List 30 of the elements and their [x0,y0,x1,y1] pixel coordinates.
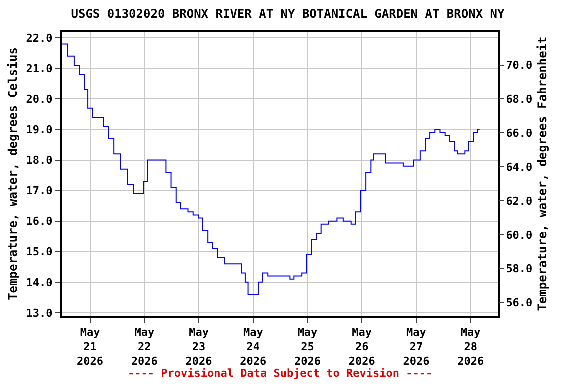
y-tick-label: 19.0 [26,124,53,137]
y-tick-label: 14.0 [26,276,53,290]
y-tick-label: 13.0 [26,306,53,320]
x-tick-label: May 26 2026 [348,326,376,368]
y2-tick-label: 58.0 [506,262,533,276]
y2-tick-label: 56.0 [506,296,533,310]
y-axis-title: Temperature, water, degrees Celsius [6,48,20,300]
y-tick-label: 16.0 [26,215,53,228]
x-tick-label: May 21 2026 [77,326,104,368]
y-tick-label: 17.0 [26,184,53,198]
y2-tick-label: 60.0 [506,228,533,242]
y-tick-label: 18.0 [26,154,53,168]
x-tick-label: May 28 2026 [458,326,484,368]
y-tick-label: 22.0 [26,32,53,45]
y-tick-label: 15.0 [26,246,53,259]
x-tick-label: May 24 2026 [240,326,268,368]
x-tick-label: May 22 2026 [131,326,158,368]
y2-axis-title: Temperature, water, degrees Fahrenheit [536,36,550,312]
y-tick-label: 20.0 [26,93,53,106]
y2-tick-label: 62.0 [506,194,533,208]
y2-tick-label: 70.0 [506,59,533,72]
x-tick-label: May 27 2026 [403,326,430,368]
x-tick-label: May 23 2026 [186,326,213,368]
y-tick-label: 21.0 [26,62,53,76]
chart-title: USGS 01302020 BRONX RIVER AT NY BOTANICAL GARDEN AT BRONX NY [71,7,506,21]
text: ---- Provisional Data Subject to Revision ---- [128,367,433,380]
y2-tick-label: 66.0 [506,126,533,140]
x-tick-label: May 25 2026 [294,326,322,368]
y2-tick-label: 68.0 [506,93,533,106]
y2-tick-label: 64.0 [506,160,533,174]
